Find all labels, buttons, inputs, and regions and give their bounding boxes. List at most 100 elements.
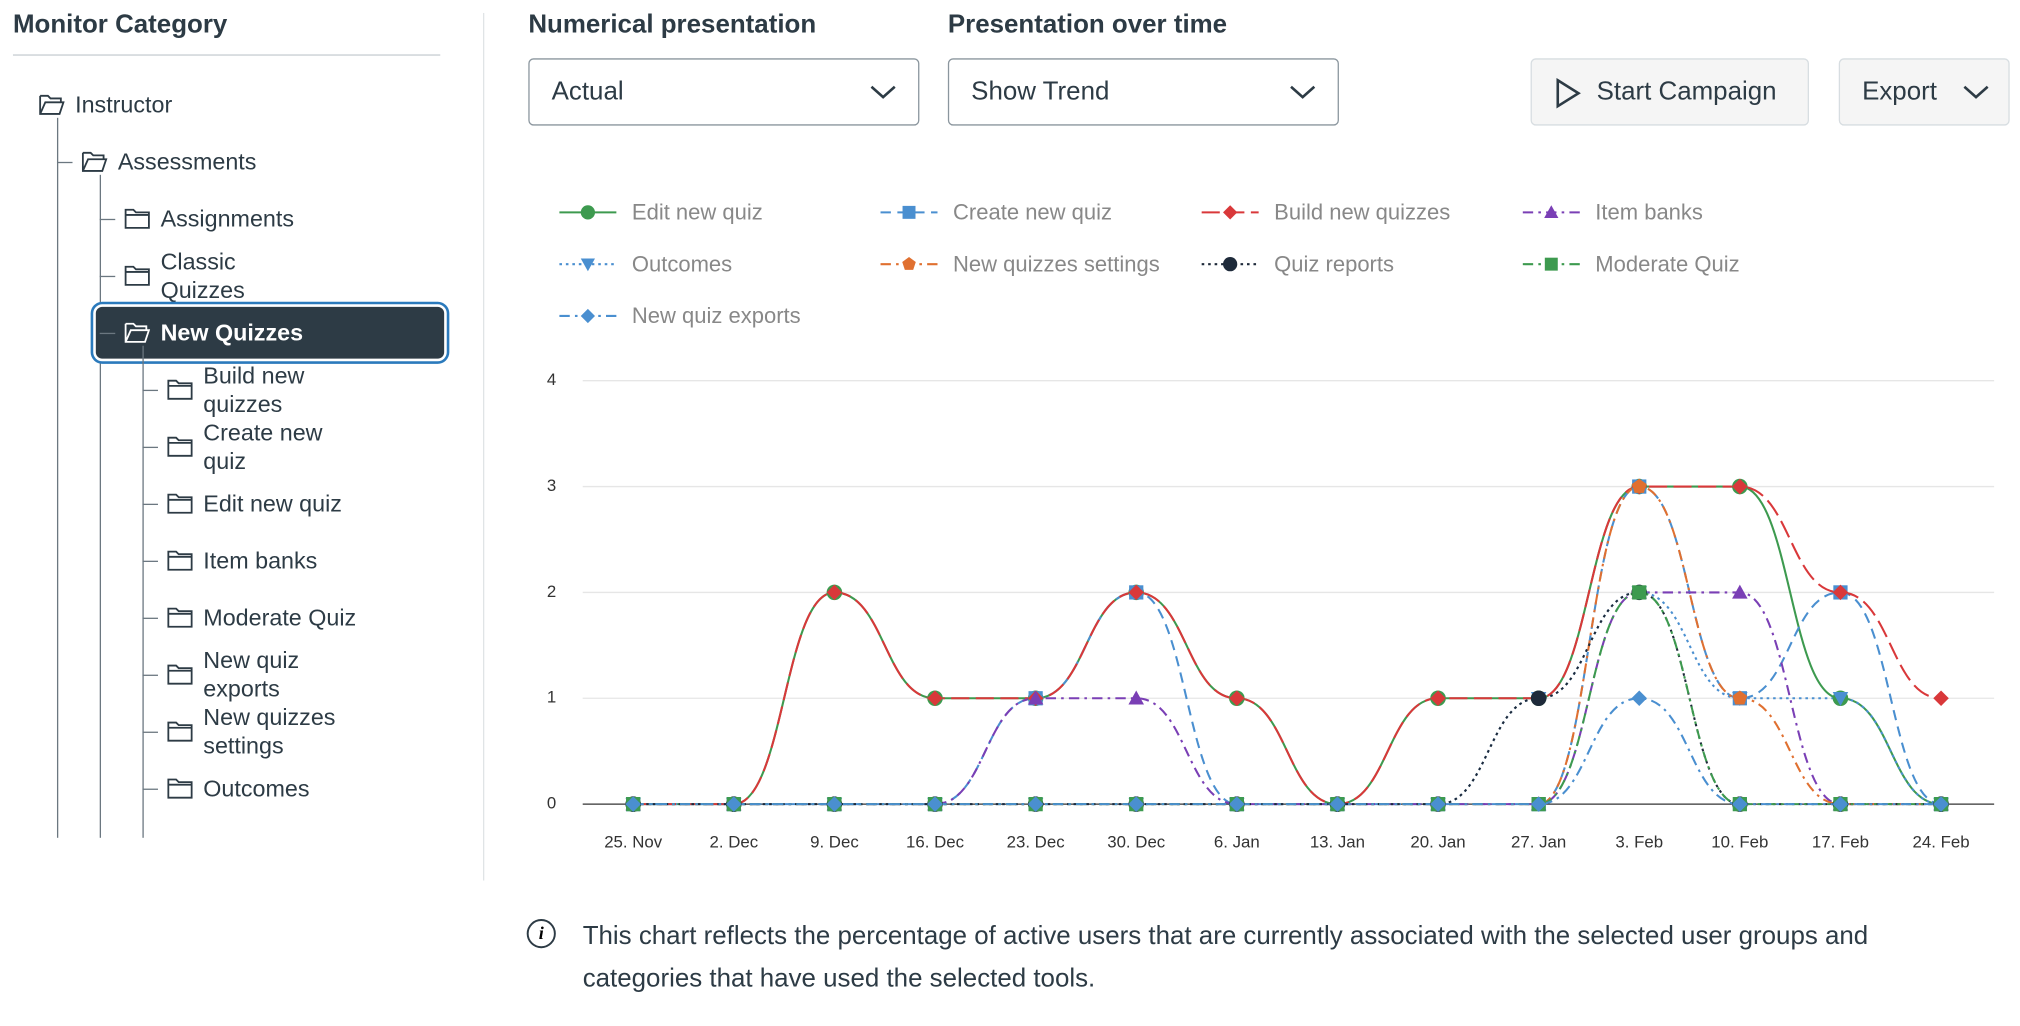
tree-item[interactable]: Classic Quizzes [0, 247, 447, 304]
legend-item[interactable]: Build new quizzes [1201, 199, 1451, 224]
marker [1128, 690, 1144, 705]
chevron [1963, 85, 1989, 99]
tree-connector [142, 731, 158, 733]
select[interactable]: Actual [528, 58, 920, 126]
x-tick-label: 13. Jan [1310, 832, 1365, 851]
legend-item[interactable]: New quiz exports [559, 303, 801, 328]
x-tick-label: 9. Dec [810, 832, 859, 851]
folder-icon [167, 379, 193, 400]
marker [1732, 478, 1748, 495]
marker [1544, 257, 1558, 271]
tree-connector [142, 560, 158, 562]
tree-children: Build new quizzes Create new quiz Edit new… [0, 345, 447, 838]
button-label: Export [1862, 77, 1937, 106]
tree-label: New Quizzes [160, 319, 304, 346]
play-icon [1556, 77, 1581, 109]
tree-line [142, 345, 144, 838]
control-label: Numerical presentation [528, 10, 817, 39]
legend-item[interactable]: Moderate Quiz [1522, 251, 1740, 276]
tree-label: Assignments [160, 205, 295, 232]
tree-item[interactable]: New Quizzes [0, 304, 447, 361]
legend-item[interactable]: New quizzes settings [880, 251, 1160, 276]
note: This chart reflects the percentage of ac… [582, 921, 1869, 994]
tree-item[interactable]: Outcomes [0, 760, 447, 817]
legend-label: Outcomes [632, 251, 732, 276]
series-line [633, 697, 1942, 806]
tree-item[interactable]: New quizzes settings [0, 703, 447, 760]
folder-icon [167, 607, 193, 628]
legend-label: Quiz reports [1274, 251, 1394, 276]
tree-line [99, 174, 102, 838]
tree-item[interactable]: Assignments [0, 190, 447, 247]
tree-item[interactable]: Create new quiz [0, 418, 447, 475]
selection [95, 306, 445, 359]
series-line [633, 485, 1942, 806]
marker [1329, 796, 1346, 812]
tree-item[interactable]: Assessments [0, 133, 447, 190]
start-campaign-button[interactable]: Start Campaign [1530, 58, 1809, 126]
x-tick-label: 27. Jan [1511, 832, 1566, 851]
tree-connector [99, 332, 116, 335]
tree-item[interactable]: Build new quizzes [0, 361, 447, 418]
tree-connector [142, 788, 158, 790]
folder-icon [39, 94, 65, 115]
legend-label: Edit new quiz [632, 199, 763, 224]
control-label: Presentation over time [947, 10, 1228, 39]
x-tick-label: 23. Dec [1007, 832, 1065, 851]
folder-icon [167, 493, 193, 514]
marker [1732, 796, 1748, 812]
tree-label: New quizzes settings [203, 704, 336, 759]
divider [482, 12, 485, 881]
tree-item[interactable]: Item banks [0, 532, 447, 589]
folder-icon [81, 151, 108, 172]
select[interactable]: Show Trend [947, 58, 1339, 126]
legend-item[interactable]: Edit new quiz [559, 199, 763, 224]
x-tick-label: 20. Jan [1410, 832, 1465, 851]
select-value: Show Trend [971, 77, 1110, 106]
marker [580, 258, 596, 272]
legend-label: Moderate Quiz [1595, 251, 1739, 276]
chevron [1290, 85, 1316, 99]
folder-icon [167, 436, 193, 457]
export-button[interactable]: Export [1838, 58, 2010, 126]
marker [1430, 796, 1446, 812]
info-icon: i [526, 919, 556, 949]
chart: 0 1 2 3 4 25. Nov 2. Dec 9. Dec 16. Dec 23. Dec 30… [547, 199, 1995, 851]
marker [1128, 796, 1144, 812]
tree-label: Instructor [75, 91, 173, 118]
tree-item[interactable]: New quiz exports [0, 646, 447, 703]
tree-item[interactable]: Instructor [0, 76, 447, 133]
legend-label: Item banks [1595, 199, 1703, 224]
tree-item[interactable]: Moderate Quiz [0, 589, 447, 646]
tree-label: Assessments [117, 148, 257, 175]
y-tick-label: 0 [547, 794, 556, 813]
tree-label: Create new quiz [203, 419, 323, 474]
legend-item[interactable]: Create new quiz [880, 199, 1112, 224]
tree-item[interactable]: Edit new quiz [0, 475, 447, 532]
y-tick-label: 2 [547, 582, 556, 601]
category-tree: Instructor Assessments Assignments Classic … [0, 76, 447, 838]
marker [1229, 690, 1245, 707]
marker [1229, 796, 1245, 812]
legend-label: New quiz exports [632, 303, 801, 328]
x-tick-label: 24. Feb [1913, 832, 1970, 851]
tree-label: Moderate Quiz [203, 604, 357, 631]
folder-icon [167, 721, 193, 742]
marker [1732, 584, 1748, 599]
tree-connector [99, 275, 116, 278]
x-tick-label: 30. Dec [1107, 832, 1165, 851]
marker [1027, 796, 1044, 812]
chevron [870, 85, 896, 99]
y-tick-label: 1 [547, 688, 556, 707]
legend-item[interactable]: Item banks [1522, 199, 1703, 224]
tree-label: Outcomes [203, 775, 310, 802]
x-tick-label: 16. Dec [906, 832, 964, 851]
marker [1631, 478, 1647, 493]
x-tick-label: 2. Dec [709, 832, 758, 851]
tree-connector [142, 503, 158, 506]
tree-connector [142, 446, 158, 449]
marker [580, 308, 596, 324]
marker [726, 796, 742, 812]
